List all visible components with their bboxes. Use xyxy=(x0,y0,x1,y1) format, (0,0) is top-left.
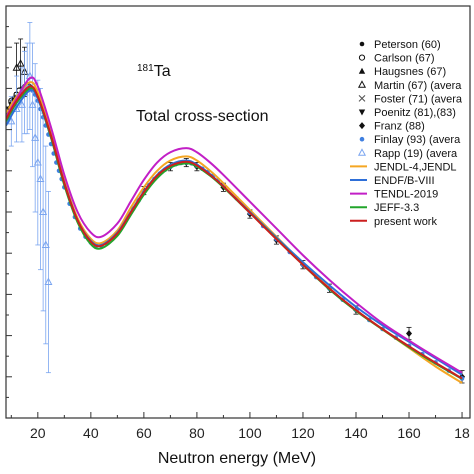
legend-swatch xyxy=(359,136,365,142)
data-point xyxy=(28,100,37,108)
x-tick-label: 120 xyxy=(291,425,315,441)
element-symbol: Ta xyxy=(154,63,171,80)
legend-item-tendl-2019: TENDL-2019 xyxy=(350,189,438,201)
x-axis-title: Neutron energy (MeV) xyxy=(158,450,316,467)
legend-label: Martin (67) (avera xyxy=(374,80,462,92)
x-tick-label: 100 xyxy=(238,425,262,441)
legend-item-haugsnes-67: Haugsnes (67) xyxy=(358,66,446,78)
data-point xyxy=(39,207,48,215)
data-point xyxy=(7,116,16,125)
legend-label: Franz (88) xyxy=(374,121,425,133)
legend-swatch xyxy=(358,54,366,61)
legend-label: Carlson (67) xyxy=(374,53,435,65)
plot-area xyxy=(6,22,466,384)
legend-item-jeff-3-3: JEFF-3.3 xyxy=(350,202,419,214)
legend-item-rapp-19-avera: Rapp (19) (avera xyxy=(357,148,458,160)
data-point xyxy=(17,100,26,108)
legend-item-present-work: present work xyxy=(350,216,437,228)
quantity-annotation: Total cross-section xyxy=(136,108,269,125)
legend-label: Poenitz (81),(83) xyxy=(374,107,456,119)
data-point xyxy=(41,240,50,248)
series-line-present-work xyxy=(6,85,463,380)
legend-item-carlson-67: Carlson (67) xyxy=(358,53,435,65)
element-mass-number: 181 xyxy=(137,63,154,74)
legend-swatch xyxy=(359,41,365,47)
data-point xyxy=(16,59,25,67)
legend-swatch xyxy=(357,80,367,88)
legend-label: JEFF-3.3 xyxy=(374,202,419,214)
x-axis-ticks: 20 40 60 80 100 120 140 160 18 xyxy=(10,412,470,441)
x-tick-label: 40 xyxy=(83,425,99,441)
x-tick-label: 80 xyxy=(189,425,205,441)
x-tick-label: 140 xyxy=(344,425,368,441)
legend-label: Haugsnes (67) xyxy=(374,66,446,78)
data-point xyxy=(36,174,45,183)
data-point xyxy=(406,330,413,338)
x-tick-label: 160 xyxy=(397,425,421,441)
legend-label: TENDL-2019 xyxy=(374,189,438,201)
legend-swatch xyxy=(358,67,366,74)
legend: Peterson (60) Carlson (67)Haugsnes (67) Ma… xyxy=(350,39,463,228)
legend-swatch xyxy=(359,122,365,130)
element-label: 181Ta xyxy=(137,63,171,81)
legend-item-endf-b-viii: ENDF/B-VIII xyxy=(350,175,435,187)
series-group xyxy=(6,22,466,384)
legend-label: Peterson (60) xyxy=(374,39,441,51)
legend-item-foster-71-avera: Foster (71) (avera xyxy=(358,93,463,105)
legend-label: Rapp (19) (avera xyxy=(374,148,458,160)
x-tick-label: 60 xyxy=(136,425,152,441)
data-point xyxy=(31,133,40,141)
legend-item-franz-88: Franz (88) xyxy=(359,121,425,133)
legend-label: Foster (71) (avera xyxy=(374,93,463,105)
legend-item-peterson-60: Peterson (60) xyxy=(359,39,441,51)
plot-frame xyxy=(5,5,471,419)
x-tick-label: 20 xyxy=(30,425,46,441)
data-point xyxy=(33,157,42,166)
legend-item-poenitz-81-83: Poenitz (81),(83) xyxy=(358,107,456,119)
legend-swatch xyxy=(358,95,366,102)
legend-label: ENDF/B-VIII xyxy=(374,175,435,187)
legend-item-finlay-93-avera: Finlay (93) (avera xyxy=(359,134,461,146)
data-point xyxy=(12,63,21,71)
series-line-tendl-2019 xyxy=(6,76,463,374)
x-tick-label: 18 xyxy=(454,425,470,441)
data-point xyxy=(44,277,53,286)
legend-label: Finlay (93) (avera xyxy=(374,134,461,146)
legend-label: present work xyxy=(374,216,437,228)
legend-item-jendl-4-jendl: JENDL-4,JENDL xyxy=(350,161,457,173)
legend-swatch xyxy=(358,109,366,116)
legend-label: JENDL-4,JENDL xyxy=(374,161,457,173)
legend-swatch xyxy=(357,148,367,156)
legend-item-martin-67-avera: Martin (67) (avera xyxy=(357,80,462,92)
